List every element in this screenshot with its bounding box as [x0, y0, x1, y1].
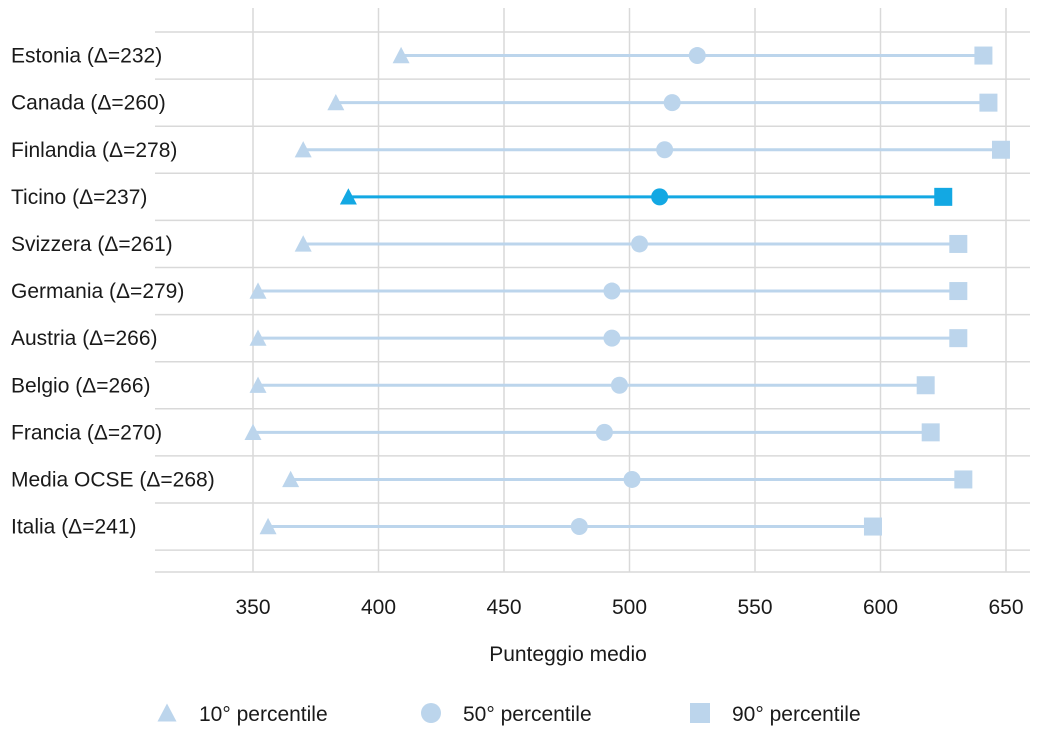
row-label: Italia (Δ=241): [11, 516, 137, 539]
legend-label: 10° percentile: [199, 703, 328, 726]
x-axis-ticks: 350 400 450 500 550 600 650: [235, 596, 1023, 619]
p10-marker: [294, 235, 312, 252]
legend-item: 90° percentile: [690, 703, 861, 726]
x-tick-label: 350: [235, 596, 270, 619]
p10-marker: [327, 94, 345, 111]
x-tick-label: 400: [361, 596, 396, 619]
p10-marker: [249, 282, 267, 299]
legend-label: 50° percentile: [463, 703, 592, 726]
data-row: Finlandia (Δ=278): [11, 139, 1010, 162]
p10-marker: [259, 517, 277, 535]
x-tick-label: 650: [988, 596, 1023, 619]
p50-marker: [595, 423, 613, 441]
data-row: Canada (Δ=260): [11, 92, 998, 115]
row-label: Ticino (Δ=237): [11, 186, 147, 209]
p90-marker: [979, 93, 998, 112]
p10-marker: [244, 423, 262, 440]
x-axis-title: Punteggio medio: [489, 643, 647, 666]
p90-marker: [863, 517, 882, 536]
x-tick-label: 500: [612, 596, 647, 619]
p50-marker: [570, 518, 588, 536]
data-row: Belgio (Δ=266): [11, 374, 935, 397]
p50-marker: [623, 470, 641, 488]
p50-marker: [631, 235, 649, 253]
p10-marker: [249, 376, 267, 393]
data-row: Francia (Δ=270): [11, 421, 940, 444]
row-label: Canada (Δ=260): [11, 92, 166, 115]
p90-marker: [991, 140, 1010, 159]
p90-marker: [921, 423, 940, 442]
p50-marker: [603, 329, 621, 347]
row-label: Svizzera (Δ=261): [11, 233, 173, 256]
row-label: Media OCSE (Δ=268): [11, 468, 215, 491]
p50-marker: [656, 141, 674, 159]
p90-marker: [934, 187, 953, 206]
data-row: Estonia (Δ=232): [11, 45, 993, 68]
row-label: Finlandia (Δ=278): [11, 139, 177, 162]
p50-marker: [610, 376, 628, 394]
p90-marker: [916, 376, 935, 395]
legend-circle-marker: [421, 703, 441, 723]
x-tick-label: 450: [486, 596, 521, 619]
p10-marker: [249, 329, 267, 346]
row-label: Estonia (Δ=232): [11, 45, 162, 68]
legend-square-marker: [690, 703, 710, 723]
chart-rows: Estonia (Δ=232) Canada (Δ=260) Finlandia (…: [11, 45, 1010, 539]
p10-marker: [282, 470, 300, 488]
data-row: Media OCSE (Δ=268): [11, 468, 973, 491]
row-label: Germania (Δ=279): [11, 280, 184, 303]
data-row: Germania (Δ=279): [11, 280, 968, 303]
legend-label: 90° percentile: [732, 703, 861, 726]
row-label: Francia (Δ=270): [11, 421, 162, 444]
p10-marker: [392, 46, 410, 64]
data-row: Svizzera (Δ=261): [11, 233, 968, 256]
p50-marker: [688, 47, 706, 65]
legend-triangle-marker: [157, 703, 177, 722]
data-row: Italia (Δ=241): [11, 516, 882, 539]
p50-marker: [603, 282, 621, 300]
row-label: Austria (Δ=266): [11, 327, 158, 350]
legend: 10° percentile 50° percentile 90° percenti…: [157, 703, 861, 726]
legend-item: 50° percentile: [421, 703, 592, 726]
legend-item: 10° percentile: [157, 703, 328, 726]
p90-marker: [954, 470, 973, 489]
p90-marker: [974, 46, 993, 65]
p90-marker: [949, 282, 968, 301]
p50-marker: [651, 188, 669, 206]
p10-marker: [294, 141, 312, 158]
row-label: Belgio (Δ=266): [11, 374, 151, 397]
x-tick-label: 600: [863, 596, 898, 619]
x-tick-label: 550: [737, 596, 772, 619]
data-row: Ticino (Δ=237): [11, 186, 953, 209]
p90-marker: [949, 329, 968, 348]
p50-marker: [663, 94, 681, 112]
p10-marker: [339, 188, 357, 205]
data-row: Austria (Δ=266): [11, 327, 968, 350]
p90-marker: [949, 234, 968, 253]
